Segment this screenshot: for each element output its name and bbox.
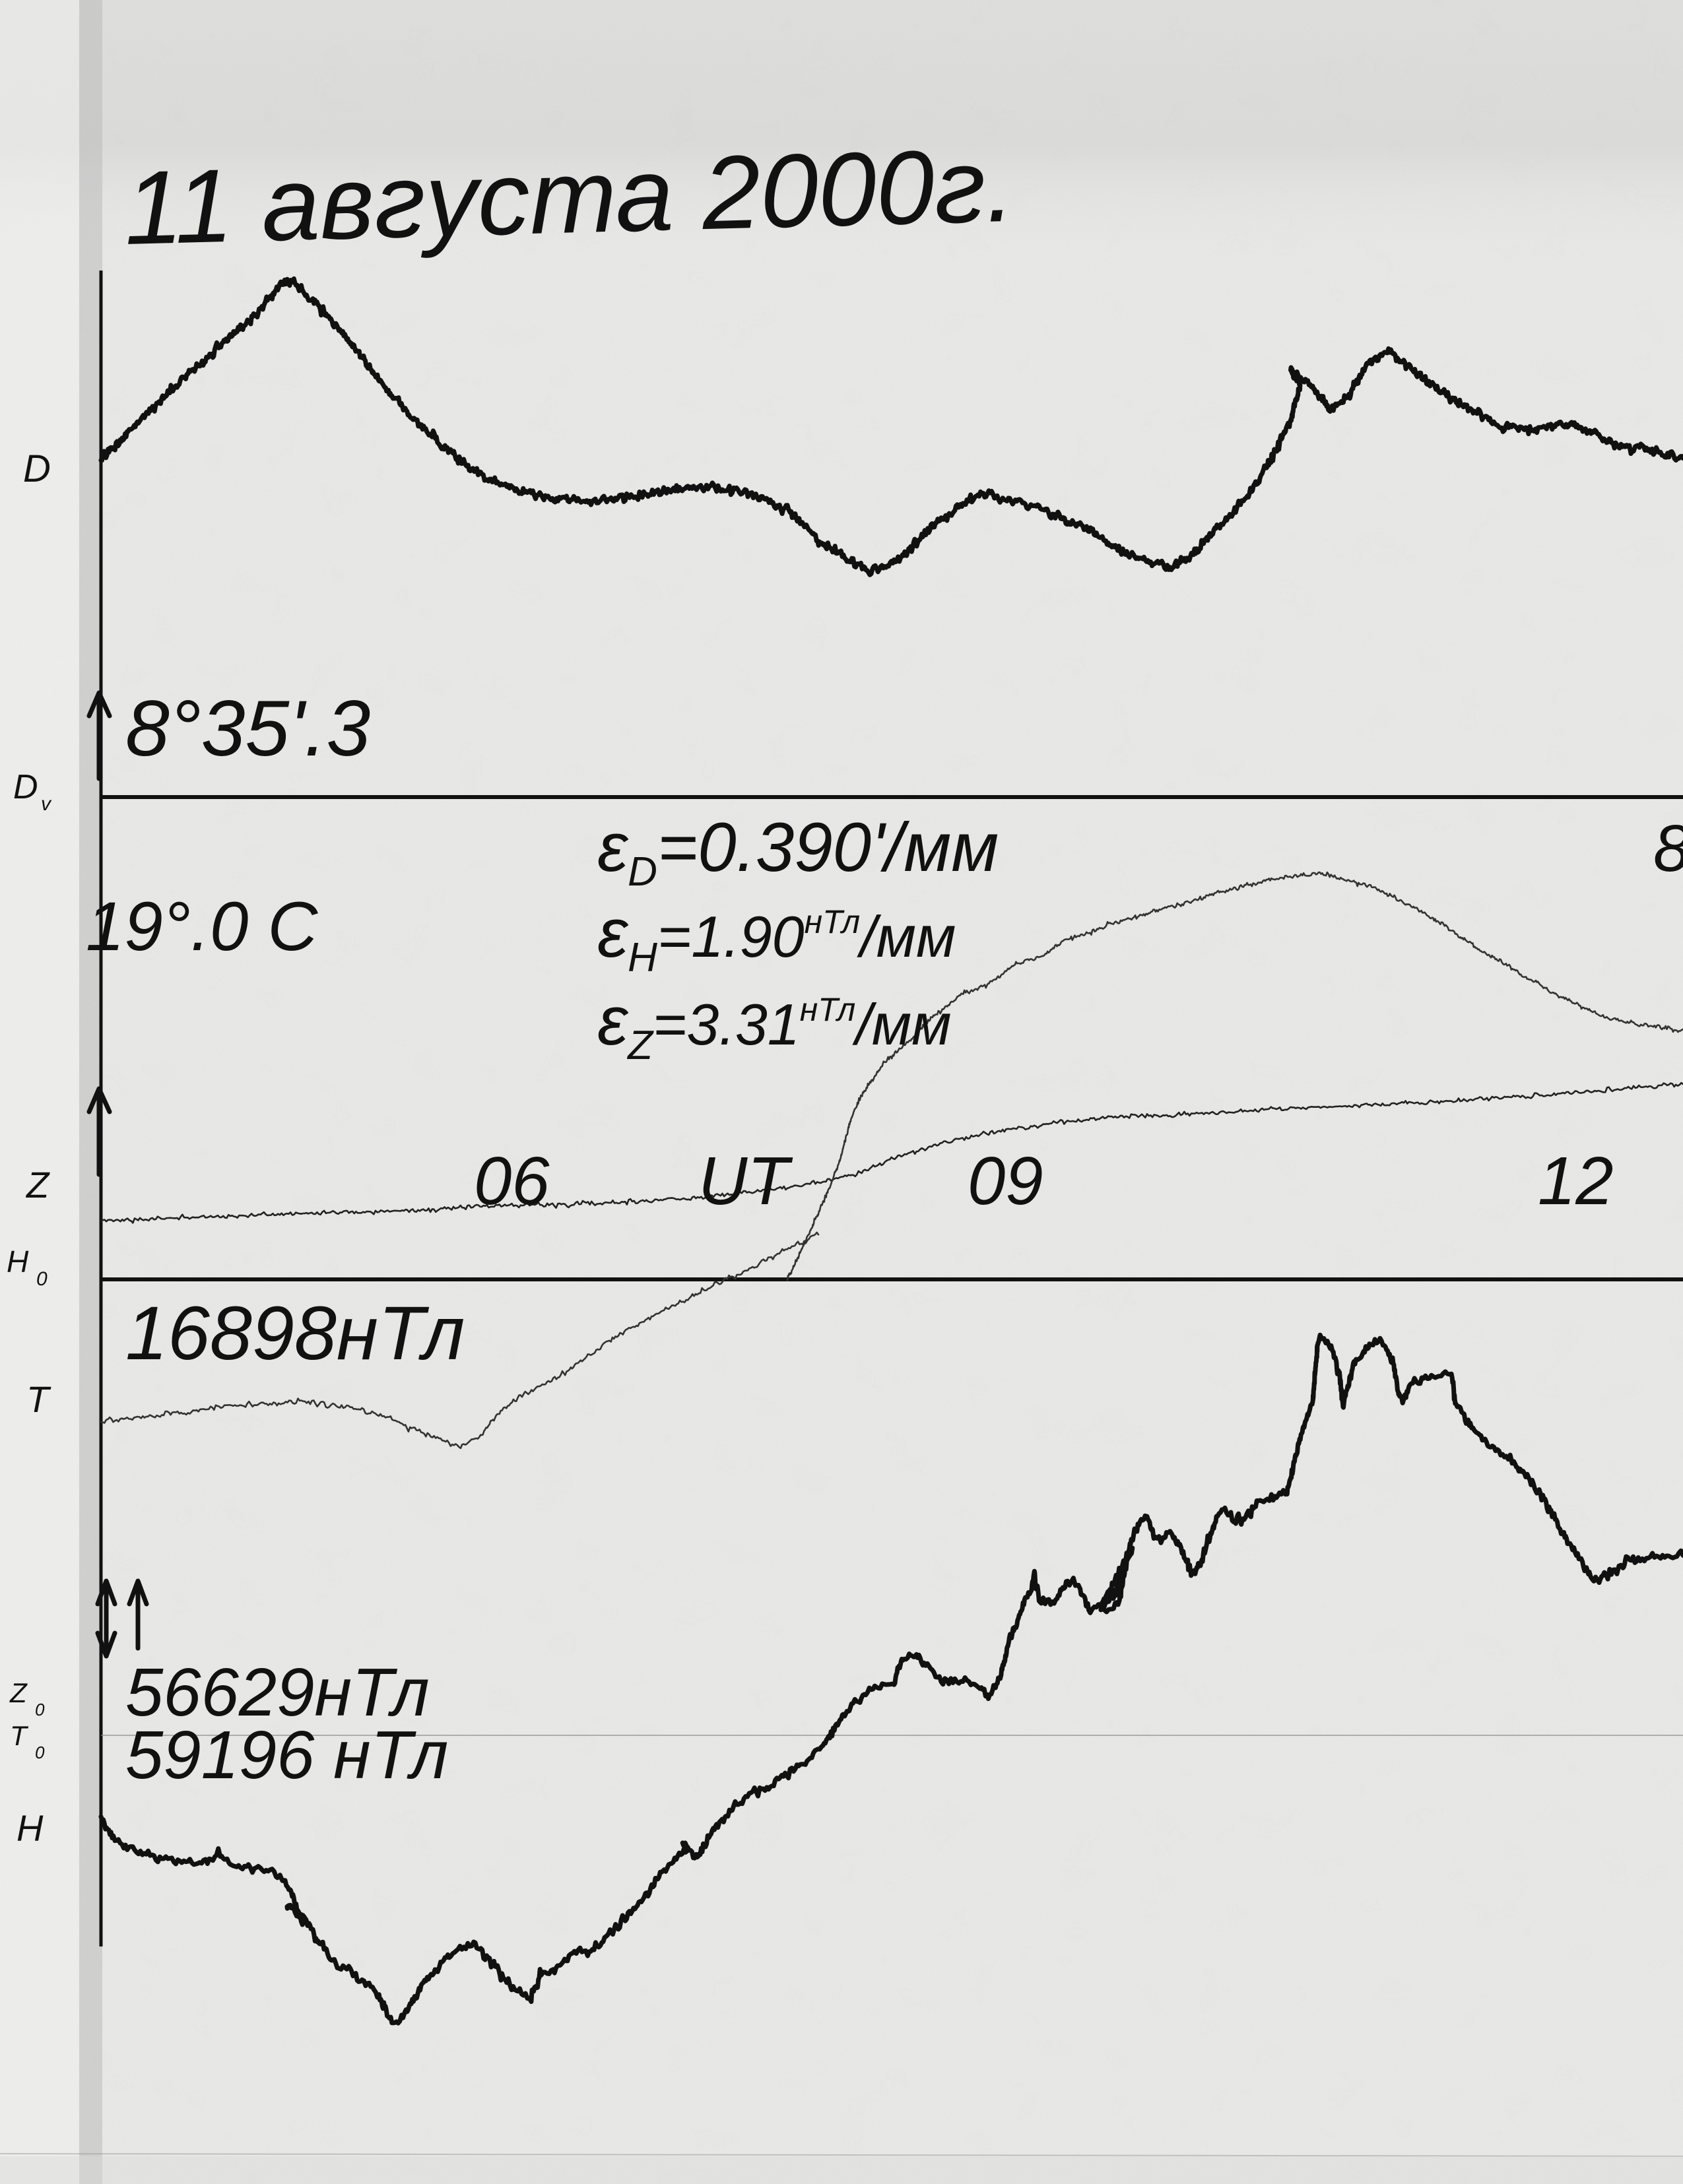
svg-text:11 августа 2000г.: 11 августа 2000г.	[123, 127, 1016, 267]
svg-text:εD=0.390'/мм: εD=0.390'/мм	[597, 809, 999, 895]
svg-text:0: 0	[35, 1700, 45, 1719]
svg-text:16898нТл: 16898нТл	[125, 1291, 465, 1376]
svg-text:12: 12	[1538, 1143, 1614, 1219]
svg-text:H: H	[16, 1807, 44, 1849]
svg-text:0: 0	[36, 1268, 48, 1290]
svg-text:Z: Z	[25, 1164, 50, 1205]
svg-text:v: v	[41, 793, 52, 815]
svg-text:Z: Z	[9, 1677, 28, 1708]
svg-text:59196 нТл: 59196 нТл	[125, 1717, 448, 1793]
svg-text:06: 06	[474, 1143, 550, 1219]
svg-text:19°.0 C: 19°.0 C	[86, 888, 319, 965]
svg-text:UT: UT	[698, 1143, 793, 1219]
svg-text:0: 0	[35, 1743, 45, 1762]
svg-text:T: T	[10, 1720, 29, 1751]
svg-text:T: T	[26, 1378, 51, 1420]
svg-text:D: D	[23, 447, 51, 490]
svg-text:8: 8	[1653, 812, 1683, 885]
svg-text:8°35'.3: 8°35'.3	[125, 684, 370, 773]
svg-text:D: D	[13, 768, 38, 806]
svg-text:09: 09	[968, 1143, 1043, 1219]
svg-text:H: H	[7, 1244, 29, 1279]
